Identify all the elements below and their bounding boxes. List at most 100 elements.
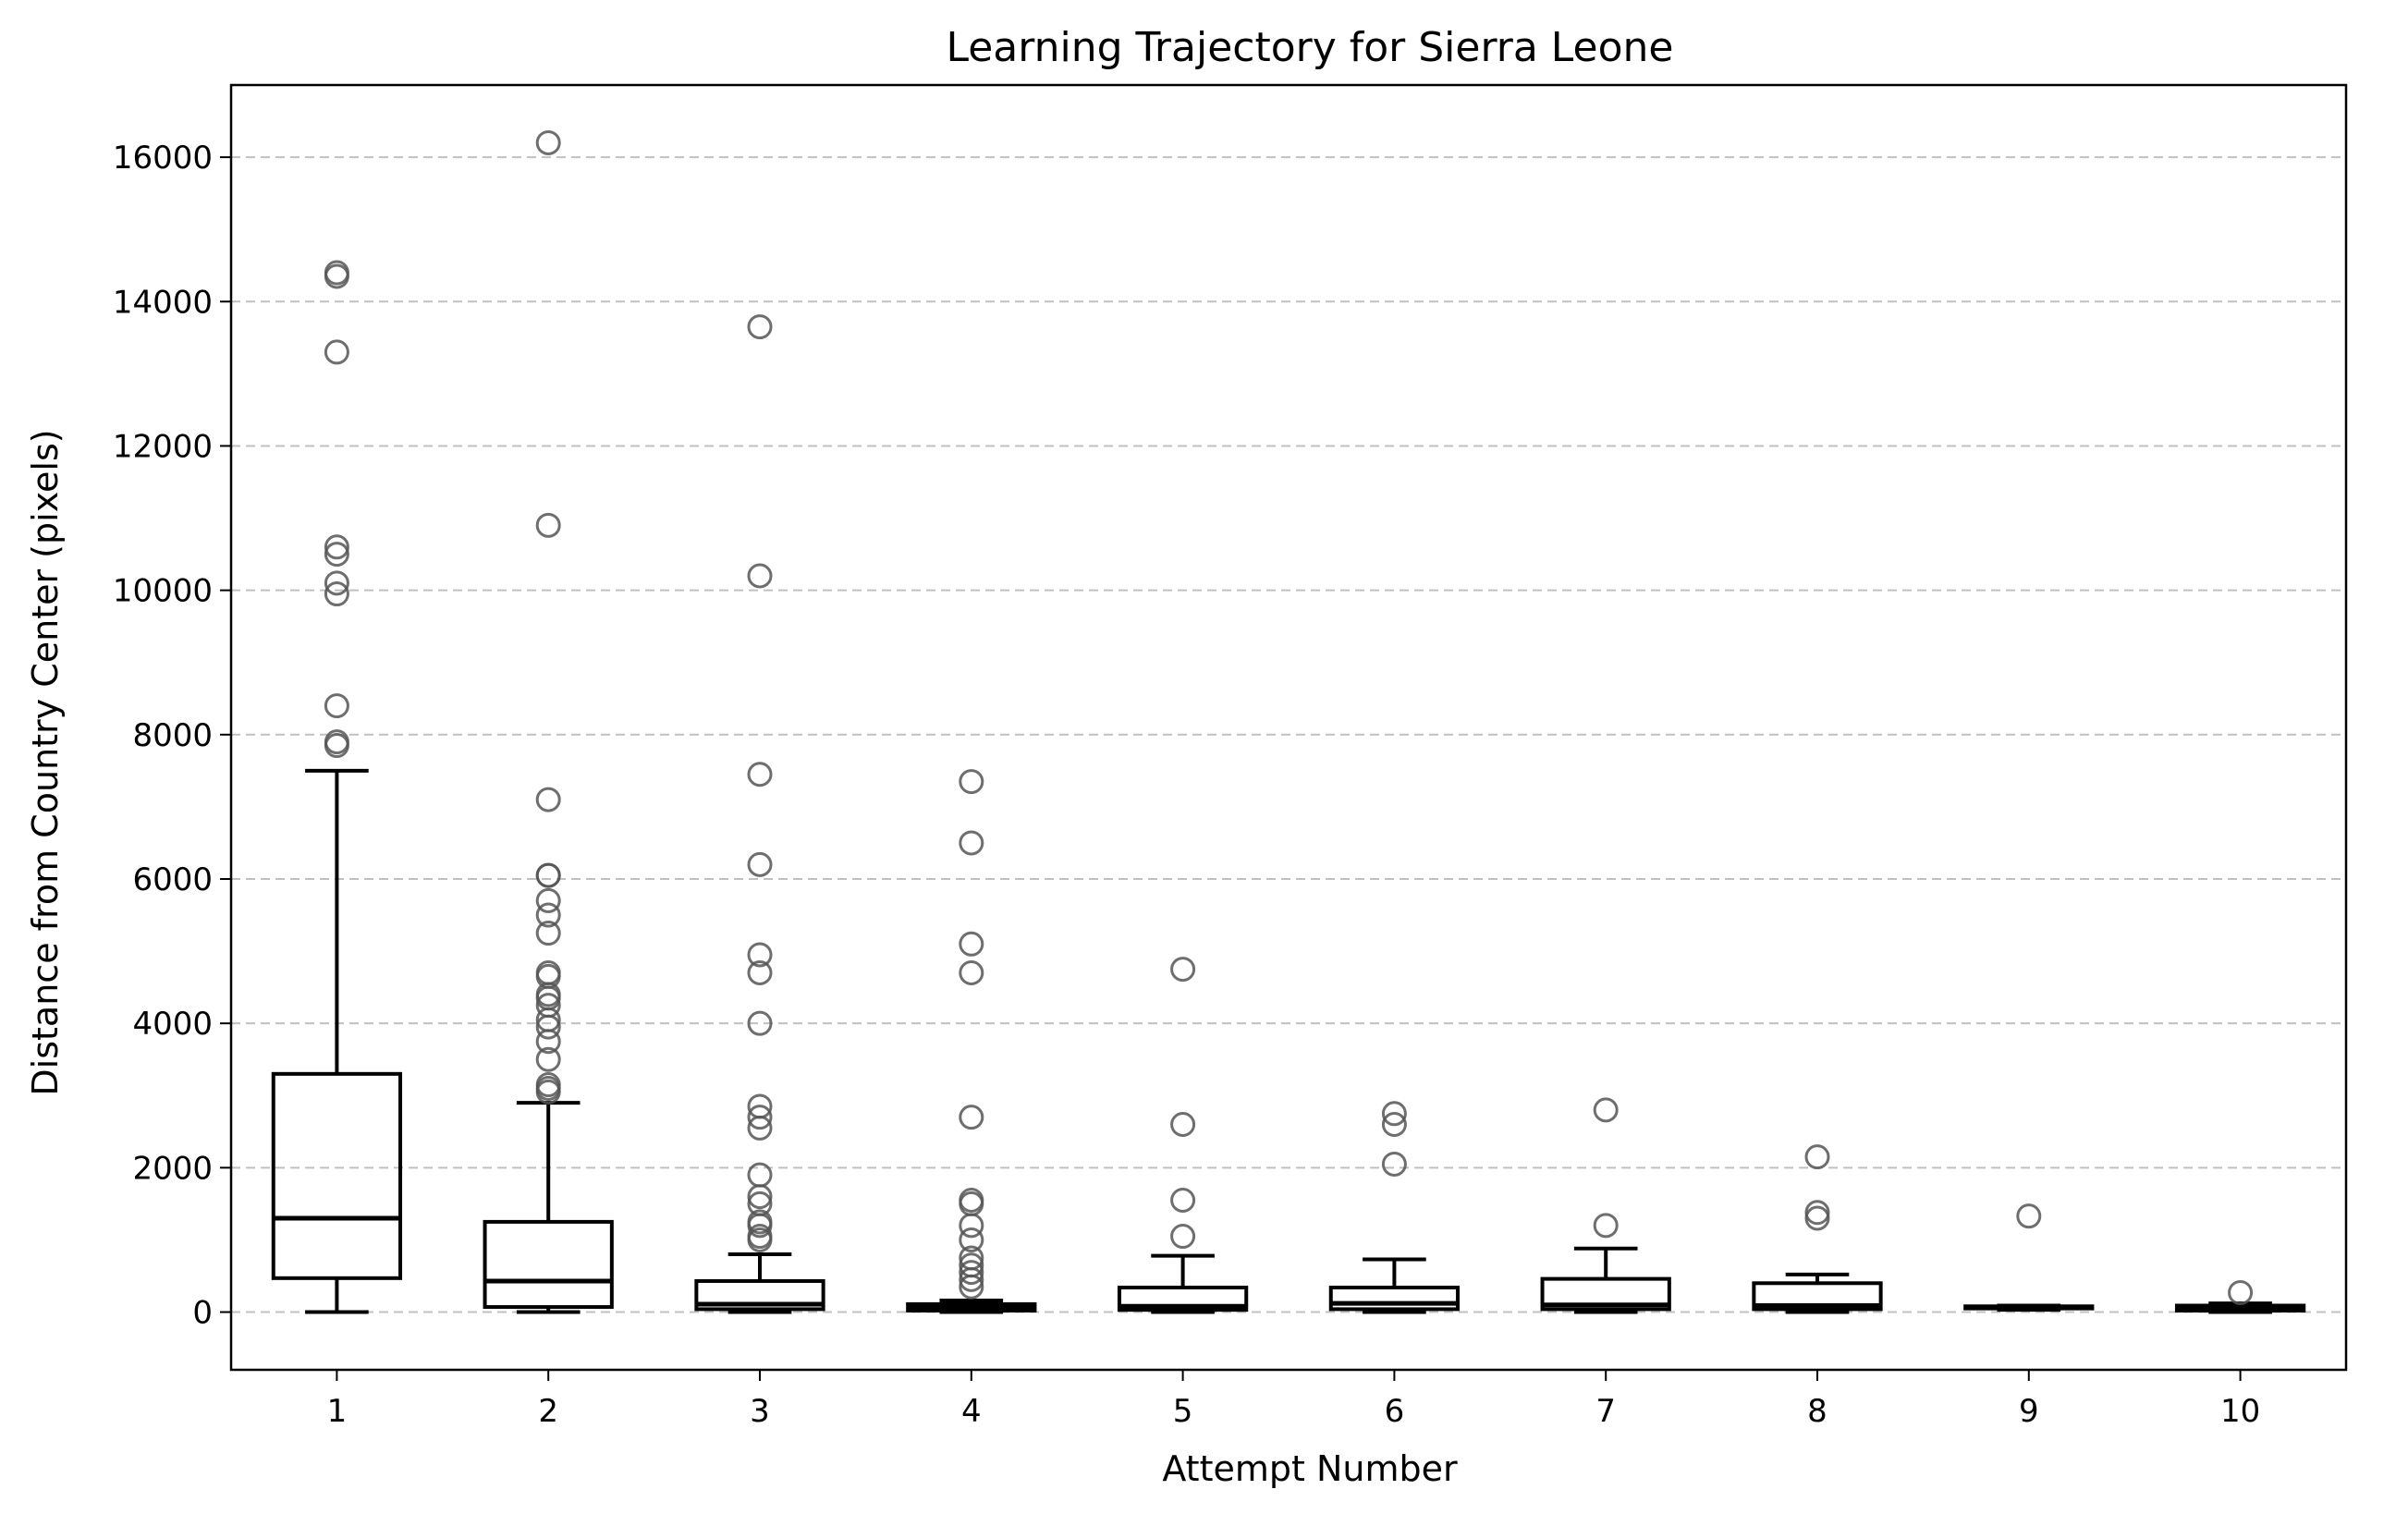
- outlier-point: [535, 887, 561, 913]
- axes: 0 2000 4000 6000 8000 10000 12000 14000 16000 1 2 3…: [113, 83, 2348, 1430]
- outlier-point: [324, 729, 349, 755]
- outlier-point: [535, 862, 561, 888]
- outlier-point: [1170, 1111, 1196, 1137]
- outlier-point: [747, 762, 773, 788]
- outlier-point: [747, 942, 773, 968]
- outlier-point: [959, 1260, 984, 1286]
- outlier-point: [324, 542, 349, 568]
- outlier-point: [747, 1093, 773, 1119]
- grid-lines: [231, 156, 2346, 1313]
- outlier-point: [747, 1105, 773, 1130]
- outlier-point: [747, 851, 773, 877]
- outlier-point: [1593, 1213, 1619, 1239]
- y-tick-label: 8000: [132, 717, 213, 754]
- outlier-point: [1170, 1187, 1196, 1213]
- outlier-point: [324, 534, 349, 560]
- outlier-point: [535, 902, 561, 928]
- box-iqr: [271, 1071, 403, 1280]
- outlier-point: [747, 1010, 773, 1036]
- outlier-point: [959, 1105, 984, 1130]
- outlier-point: [747, 1209, 773, 1235]
- box-iqr: [1117, 1285, 1249, 1313]
- box-group: [1752, 1144, 1883, 1314]
- outlier-point: [324, 693, 349, 719]
- outlier-point: [2228, 1279, 2254, 1305]
- y-tick-label: 16000: [113, 140, 213, 177]
- outlier-point: [747, 563, 773, 589]
- y-tick-label: 4000: [132, 1006, 213, 1043]
- outlier-point: [747, 1162, 773, 1188]
- outlier-point: [535, 1046, 561, 1072]
- box-group: [1328, 1101, 1461, 1314]
- plot-frame: [229, 83, 2348, 1372]
- outlier-point: [959, 769, 984, 795]
- outlier-point: [535, 993, 561, 1019]
- outlier-point: [959, 1227, 984, 1252]
- outlier-point: [1170, 957, 1196, 983]
- x-tick-label: 1: [327, 1393, 348, 1430]
- outlier-point: [1381, 1151, 1407, 1177]
- x-tick-label: 8: [1807, 1393, 1827, 1430]
- outlier-point: [1804, 1200, 1830, 1226]
- box-group: [1117, 957, 1249, 1314]
- outlier-point: [747, 1224, 773, 1250]
- outlier-point: [959, 1187, 984, 1213]
- box-group: [483, 129, 614, 1314]
- box-iqr: [483, 1219, 614, 1310]
- box-group: [1540, 1097, 1671, 1314]
- box-iqr: [1540, 1276, 1671, 1312]
- box-group: [2174, 1279, 2306, 1314]
- outlier-point: [747, 1190, 773, 1216]
- outlier-point: [535, 129, 561, 155]
- outlier-point: [1593, 1097, 1619, 1123]
- outlier-point: [1804, 1144, 1830, 1170]
- y-tick-label: 14000: [113, 284, 213, 321]
- outlier-point: [959, 1245, 984, 1271]
- box-group: [906, 769, 1037, 1314]
- y-tick-label: 12000: [113, 428, 213, 465]
- x-tick-label: 7: [1595, 1393, 1616, 1430]
- outlier-point: [959, 1252, 984, 1278]
- outlier-point: [535, 512, 561, 538]
- outlier-point: [535, 960, 561, 986]
- outlier-point: [324, 581, 349, 607]
- x-tick-label: 3: [750, 1393, 770, 1430]
- outlier-point: [1381, 1111, 1407, 1137]
- outlier-point: [959, 960, 984, 986]
- outlier-point: [959, 830, 984, 856]
- outlier-point: [747, 314, 773, 340]
- outlier-point: [324, 339, 349, 365]
- chart-title: Learning Trajectory for Sierra Leone: [947, 24, 1674, 71]
- y-tick-label: 10000: [113, 573, 213, 610]
- x-tick-label: 2: [538, 1393, 558, 1430]
- x-tick-label: 4: [961, 1393, 982, 1430]
- box-group: [1963, 1203, 2095, 1313]
- outlier-point: [1170, 1224, 1196, 1250]
- x-axis-label: Attempt Number: [1162, 1448, 1458, 1489]
- x-tick-label: 10: [2220, 1393, 2260, 1430]
- box-series: [271, 129, 2306, 1314]
- outlier-point: [959, 931, 984, 957]
- box-group: [694, 314, 825, 1314]
- outlier-point: [747, 960, 773, 986]
- x-tick-label: 9: [2019, 1393, 2039, 1430]
- box-iqr: [694, 1278, 825, 1312]
- outlier-point: [2016, 1203, 2042, 1229]
- y-tick-label: 6000: [132, 861, 213, 898]
- box-iqr: [1752, 1281, 1883, 1312]
- x-tick-label: 6: [1385, 1393, 1405, 1430]
- outlier-point: [324, 570, 349, 596]
- y-axis-label: Distance from Country Center (pixels): [25, 429, 66, 1095]
- outlier-point: [1381, 1101, 1407, 1127]
- outlier-point: [324, 260, 349, 286]
- outlier-point: [535, 921, 561, 946]
- y-tick-label: 0: [192, 1295, 213, 1332]
- outlier-point: [1804, 1205, 1830, 1231]
- x-tick-label: 5: [1173, 1393, 1193, 1430]
- outlier-point: [535, 787, 561, 812]
- box-iqr: [1328, 1285, 1461, 1312]
- y-tick-label: 2000: [132, 1150, 213, 1187]
- outlier-point: [535, 1072, 561, 1098]
